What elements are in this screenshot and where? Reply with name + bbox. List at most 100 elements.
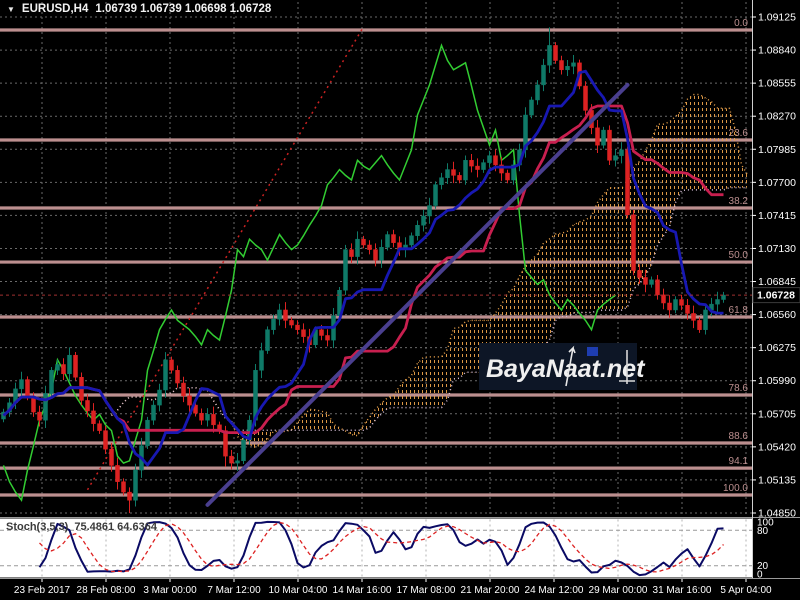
candle-body — [637, 270, 642, 278]
candle-body — [553, 45, 558, 61]
symbol-dropdown-icon: ▼ — [7, 4, 15, 14]
candle-body — [367, 244, 372, 250]
candle-body — [127, 491, 132, 501]
candle-body — [67, 354, 72, 375]
candle-body — [697, 320, 702, 330]
stoch-indicator-label: Stoch(3,5,3) 75.4861 64.6364 — [6, 521, 157, 533]
fib-level-label: 38.2 — [729, 196, 749, 207]
price-axis-label: 1.08840 — [758, 45, 796, 57]
time-axis-label: 31 Mar 16:00 — [653, 585, 712, 596]
candle-body — [463, 160, 468, 181]
stoch-values: 75.4861 64.6364 — [74, 521, 157, 533]
price-axis-label: 1.08555 — [758, 78, 796, 90]
candle-body — [631, 214, 636, 271]
time-axis-label: 29 Mar 00:00 — [589, 585, 648, 596]
time-axis-label: 14 Mar 16:00 — [333, 585, 392, 596]
watermark-text: BayaNaat.net — [486, 355, 646, 383]
candle-body — [451, 169, 456, 176]
stoch-scale-label: 80 — [757, 526, 769, 537]
candle-body — [277, 309, 282, 320]
candle-body — [487, 155, 492, 163]
candle-body — [559, 60, 564, 71]
ohlc-values: 1.06739 1.06739 1.06698 1.06728 — [95, 3, 272, 15]
candle-body — [175, 370, 180, 384]
candle-body — [373, 249, 378, 261]
price-axis-label: 1.05990 — [758, 375, 796, 387]
fib-level-label: 88.6 — [729, 431, 749, 442]
candle-body — [91, 410, 96, 424]
candle-body — [37, 411, 42, 421]
candle-body — [163, 359, 168, 391]
watermark-box — [479, 343, 637, 390]
candle-body — [613, 155, 618, 161]
candle-body — [259, 350, 264, 371]
candle-body — [439, 177, 444, 185]
candle-body — [499, 164, 504, 174]
candle-body — [571, 62, 576, 67]
blue-midline — [2, 69, 724, 467]
candle-body — [151, 404, 156, 421]
candle-body — [241, 439, 246, 462]
candle-body — [529, 99, 534, 116]
candle-body — [355, 238, 360, 257]
candle-body — [655, 279, 660, 296]
stoch-background[interactable] — [0, 518, 752, 578]
candle-body — [427, 205, 432, 217]
chart-plot-area[interactable] — [0, 0, 752, 517]
fib-level-label: 78.6 — [729, 383, 749, 394]
price-axis-label: 1.06845 — [758, 276, 796, 288]
time-axis: 23 Feb 2017 28 Feb 08:00 3 Mar 00:00 7 Mar … — [14, 579, 772, 596]
candle-body — [511, 164, 516, 181]
chart-title: ▼ EURUSD,H4 1.06739 1.06739 1.06698 1.06… — [7, 3, 271, 15]
candle-body — [691, 313, 696, 321]
price-axis-label: 1.07415 — [758, 210, 796, 222]
candle-body — [19, 379, 24, 390]
price-axis-label: 1.07700 — [758, 177, 796, 189]
candle-body — [685, 305, 690, 314]
candle-body — [97, 423, 102, 431]
current-price-label: 1.06728 — [757, 290, 795, 302]
candle-body — [169, 359, 174, 371]
candle-body — [619, 149, 624, 156]
candle-body — [187, 395, 192, 406]
time-axis-label: 7 Mar 12:00 — [207, 585, 261, 596]
price-axis-label: 1.05420 — [758, 441, 796, 453]
time-axis-label: 17 Mar 08:00 — [397, 585, 456, 596]
candle-body — [481, 162, 486, 170]
fib-level-label: 94.1 — [729, 456, 749, 467]
candle-body — [43, 393, 48, 421]
senkou-b-line — [110, 186, 748, 432]
candle-body — [421, 215, 426, 226]
candle-body — [703, 309, 708, 330]
symbol-timeframe: EURUSD,H4 — [21, 3, 89, 15]
candle-body — [415, 225, 420, 236]
uptrend-line — [205, 82, 630, 507]
candle-body — [229, 455, 234, 464]
watermark-logo: BayaNaat.net — [479, 343, 646, 390]
watermark-tbar-icon — [619, 350, 635, 384]
candle-body — [121, 481, 126, 493]
candle-body — [661, 294, 666, 304]
candle-body — [103, 430, 108, 450]
candle-body — [205, 414, 210, 421]
candle-body — [649, 279, 654, 285]
price-axis-label: 1.04850 — [758, 507, 796, 519]
candle-body — [193, 404, 198, 414]
candle-body — [547, 45, 552, 66]
candle-body — [433, 184, 438, 206]
candle-body — [145, 419, 150, 446]
candle-body — [409, 235, 414, 246]
fib-level-label: 61.8 — [729, 305, 749, 316]
candle-body — [493, 155, 498, 166]
time-axis-label: 24 Mar 12:00 — [525, 585, 584, 596]
price-axis-label: 1.05135 — [758, 474, 796, 486]
candle-body — [583, 85, 588, 111]
candle-body — [55, 364, 60, 371]
candle-body — [607, 129, 612, 161]
candle-body — [679, 299, 684, 306]
candle-body — [715, 299, 720, 305]
time-axis-label: 10 Mar 04:00 — [269, 585, 328, 596]
candle-body — [361, 238, 366, 246]
